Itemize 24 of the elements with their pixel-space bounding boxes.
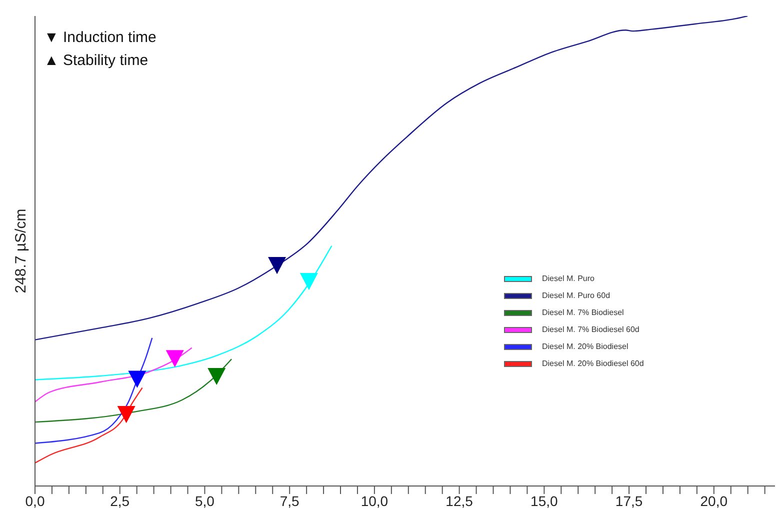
legend-label: Diesel M. 7% Biodiesel [542, 308, 624, 317]
x-tick-label: 5,0 [194, 492, 215, 509]
annotation: ▼ Induction time [44, 28, 156, 48]
legend-label: Diesel M. 20% Biodiesel 60d [542, 359, 644, 368]
point [117, 406, 136, 424]
point [268, 257, 286, 274]
annotation: ▲ Stability time [44, 51, 150, 71]
x-tick-label: 2,5 [110, 492, 130, 509]
legend-label: Diesel M. 7% Biodiesel 60d [542, 325, 640, 334]
x-tick-label: 20,0 [700, 492, 728, 509]
point [208, 368, 226, 386]
y-axis-title: 248.7 µS/cm [12, 208, 30, 294]
legend-label: Diesel M. Puro 60d [542, 291, 610, 300]
x-tick-label: 10,0 [360, 492, 388, 509]
legend-label: Diesel M. 20% Biodiesel [542, 342, 628, 351]
x-tick-label: 12,5 [446, 492, 474, 509]
point [128, 370, 146, 388]
legend-label: Diesel M. Puro [542, 274, 594, 283]
point [166, 350, 184, 368]
x-tick-label: 7,5 [280, 492, 300, 509]
point [300, 273, 318, 290]
x-tick-label: 17,5 [615, 492, 643, 509]
x-tick-label: 0,0 [25, 492, 45, 509]
x-tick-label: 15,0 [530, 492, 558, 509]
